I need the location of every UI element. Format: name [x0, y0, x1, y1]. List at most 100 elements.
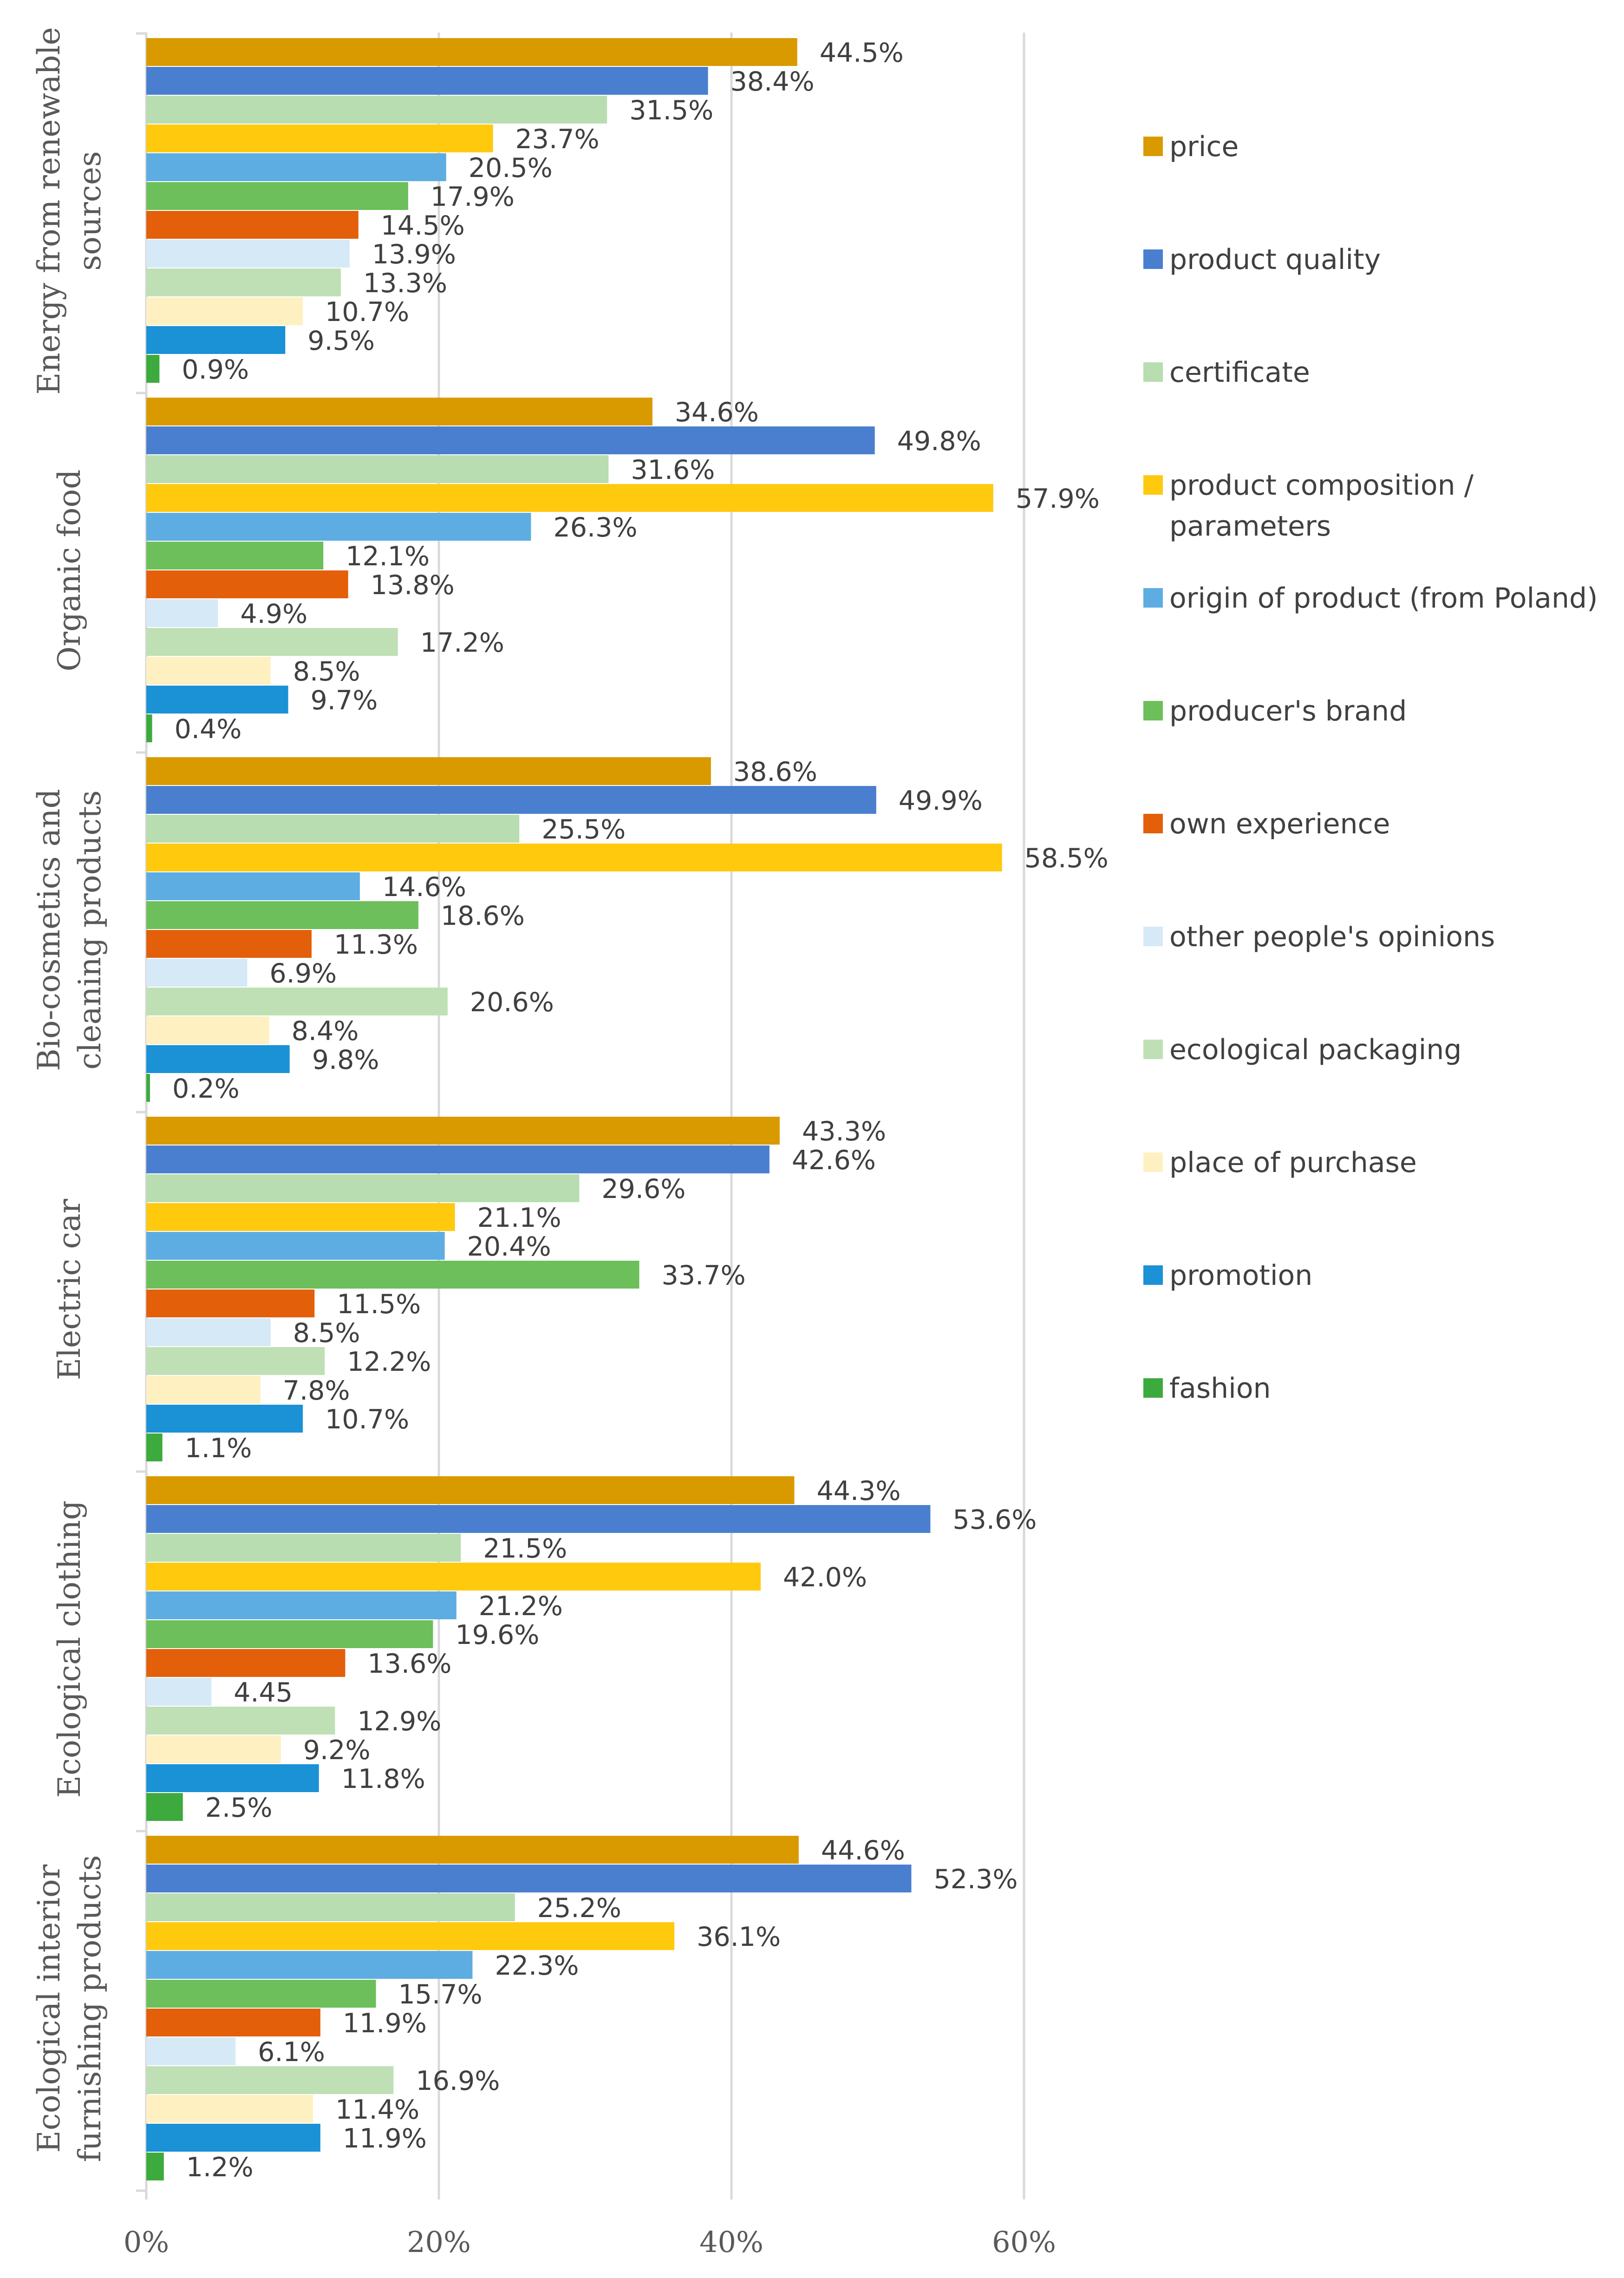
category-label-line: cleaning products [72, 790, 108, 1069]
value-label: 2.5% [205, 1793, 273, 1823]
bar-cosmetics-7 [146, 930, 312, 958]
value-label: 11.5% [337, 1289, 421, 1320]
value-label: 8.4% [292, 1016, 359, 1047]
bar-clothing-3 [146, 1534, 461, 1562]
bar-clothing-12 [146, 1793, 183, 1821]
bar-energy-7 [146, 211, 359, 239]
value-label: 17.9% [430, 182, 515, 212]
legend-label: promotion [1169, 1259, 1312, 1292]
value-label: 12.2% [347, 1347, 431, 1377]
value-label: 18.6% [441, 901, 525, 931]
category-label-line: Electric car [52, 1198, 87, 1380]
value-label: 29.6% [601, 1174, 685, 1204]
bar-furnishing-11 [146, 2124, 320, 2152]
bar-cosmetics-5 [146, 872, 360, 900]
legend-label: origin of product (from Poland) [1169, 582, 1598, 615]
value-label: 0.4% [175, 714, 242, 745]
bar-food-10 [146, 657, 271, 685]
bar-cosmetics-11 [146, 1045, 290, 1073]
value-label: 13.6% [367, 1649, 451, 1679]
legend-swatch [1143, 814, 1163, 833]
bar-food-3 [146, 455, 609, 483]
bar-clothing-2 [146, 1505, 931, 1533]
legend-swatch [1143, 249, 1163, 269]
bar-furnishing-12 [146, 2153, 164, 2180]
bar-cosmetics-10 [146, 1016, 269, 1044]
value-label: 12.1% [346, 541, 430, 572]
value-label: 7.8% [283, 1375, 350, 1406]
value-label: 8.5% [293, 656, 360, 687]
bar-energy-10 [146, 297, 303, 325]
value-label: 8.5% [293, 1318, 360, 1348]
value-label: 44.6% [821, 1835, 905, 1866]
value-label: 15.7% [398, 1979, 483, 2010]
value-label: 13.9% [372, 239, 456, 270]
value-label: 10.7% [325, 297, 409, 327]
bar-car-11 [146, 1405, 303, 1433]
legend-label: place of purchase [1169, 1146, 1417, 1179]
value-label: 12.9% [357, 1706, 441, 1737]
bar-food-4 [146, 484, 993, 512]
legend-swatch [1143, 701, 1163, 720]
bar-food-12 [146, 714, 152, 742]
value-label: 44.3% [816, 1476, 900, 1506]
bar-car-10 [146, 1376, 261, 1404]
value-label: 9.5% [307, 326, 375, 356]
legend-swatch [1143, 1378, 1163, 1398]
category-label-line: sources [72, 151, 108, 271]
legend-label: own experience [1169, 808, 1390, 840]
bar-food-2 [146, 426, 875, 454]
legend-label: product quality [1169, 243, 1381, 276]
bar-car-4 [146, 1203, 455, 1231]
value-label: 34.6% [675, 397, 759, 428]
value-label: 21.2% [479, 1591, 563, 1622]
value-label: 1.1% [185, 1433, 252, 1464]
bar-cosmetics-1 [146, 757, 711, 785]
bar-energy-2 [146, 67, 708, 95]
value-label: 22.3% [495, 1951, 579, 1981]
value-label: 42.0% [783, 1562, 867, 1593]
bar-car-6 [146, 1261, 639, 1289]
bar-food-5 [146, 513, 531, 541]
legend-label: certificate [1169, 356, 1310, 389]
legend-label: product composition / [1169, 469, 1474, 502]
value-label: 43.3% [802, 1116, 886, 1147]
bar-food-1 [146, 398, 652, 425]
value-label: 16.9% [416, 2066, 500, 2096]
bar-furnishing-3 [146, 1893, 515, 1921]
value-label: 31.6% [631, 455, 715, 485]
value-label: 1.2% [186, 2152, 254, 2183]
bar-cosmetics-2 [146, 786, 876, 814]
value-label: 23.7% [515, 124, 600, 155]
bar-furnishing-2 [146, 1865, 912, 1892]
value-label: 21.5% [483, 1533, 567, 1564]
bar-clothing-10 [146, 1735, 281, 1763]
value-label: 57.9% [1016, 484, 1100, 514]
legend-label: producer's brand [1169, 695, 1407, 727]
value-label: 4.45 [234, 1677, 293, 1708]
bar-clothing-8 [146, 1678, 212, 1706]
bar-clothing-9 [146, 1707, 335, 1735]
bar-cosmetics-12 [146, 1074, 150, 1102]
bar-energy-8 [146, 240, 350, 268]
x-tick-label: 0% [124, 2225, 169, 2259]
category-label-energy: Energy from renewable sources [31, 27, 108, 395]
bar-cosmetics-9 [146, 988, 448, 1015]
bar-furnishing-9 [146, 2066, 394, 2094]
value-label: 49.9% [899, 786, 983, 816]
legend-label: other people's opinions [1169, 921, 1495, 953]
value-label: 9.2% [303, 1735, 371, 1766]
bar-cosmetics-6 [146, 901, 418, 929]
bar-car-3 [146, 1174, 580, 1202]
x-tick-label: 60% [992, 2225, 1056, 2259]
bar-food-11 [146, 686, 288, 714]
bar-energy-4 [146, 124, 493, 152]
legend-swatch [1143, 137, 1163, 156]
bar-furnishing-8 [146, 2037, 236, 2065]
value-label: 36.1% [697, 1922, 781, 1952]
value-label: 44.5% [820, 38, 904, 68]
value-label: 25.5% [541, 814, 626, 845]
value-label: 0.9% [182, 354, 249, 385]
legend-swatch [1143, 362, 1163, 382]
